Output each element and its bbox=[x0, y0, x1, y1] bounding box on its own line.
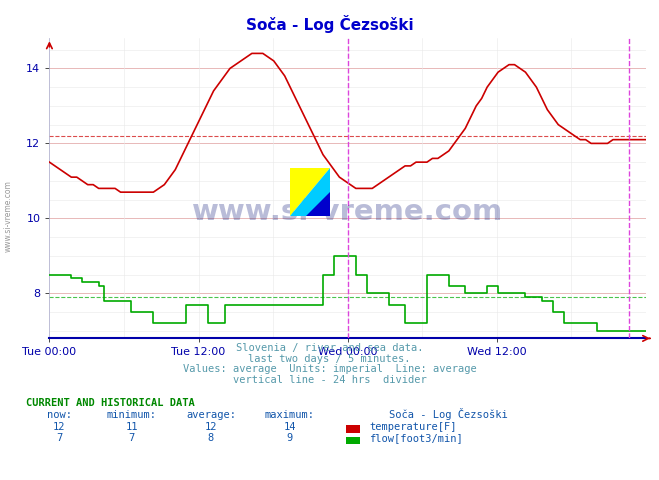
Text: flow[foot3/min]: flow[foot3/min] bbox=[369, 433, 463, 443]
Text: now:: now: bbox=[47, 410, 72, 420]
Text: 7: 7 bbox=[56, 433, 63, 443]
Text: www.si-vreme.com: www.si-vreme.com bbox=[192, 198, 503, 227]
Text: last two days / 5 minutes.: last two days / 5 minutes. bbox=[248, 354, 411, 364]
Polygon shape bbox=[290, 168, 330, 216]
Polygon shape bbox=[306, 192, 330, 216]
Text: 11: 11 bbox=[126, 421, 138, 432]
Text: 12: 12 bbox=[205, 421, 217, 432]
Text: 7: 7 bbox=[129, 433, 135, 443]
Text: maximum:: maximum: bbox=[265, 410, 315, 420]
Text: Values: average  Units: imperial  Line: average: Values: average Units: imperial Line: av… bbox=[183, 364, 476, 374]
Text: vertical line - 24 hrs  divider: vertical line - 24 hrs divider bbox=[233, 375, 426, 385]
Text: Soča - Log Čezsoški: Soča - Log Čezsoški bbox=[389, 408, 507, 420]
Text: average:: average: bbox=[186, 410, 236, 420]
Text: Soča - Log Čezsoški: Soča - Log Čezsoški bbox=[246, 15, 413, 33]
Text: minimum:: minimum: bbox=[107, 410, 157, 420]
Text: 8: 8 bbox=[208, 433, 214, 443]
Text: 14: 14 bbox=[284, 421, 296, 432]
Text: Slovenia / river and sea data.: Slovenia / river and sea data. bbox=[236, 343, 423, 353]
Text: CURRENT AND HISTORICAL DATA: CURRENT AND HISTORICAL DATA bbox=[26, 397, 195, 408]
Text: www.si-vreme.com: www.si-vreme.com bbox=[3, 180, 13, 252]
Text: 12: 12 bbox=[53, 421, 65, 432]
Text: temperature[F]: temperature[F] bbox=[369, 421, 457, 432]
Text: 9: 9 bbox=[287, 433, 293, 443]
Polygon shape bbox=[290, 168, 330, 216]
